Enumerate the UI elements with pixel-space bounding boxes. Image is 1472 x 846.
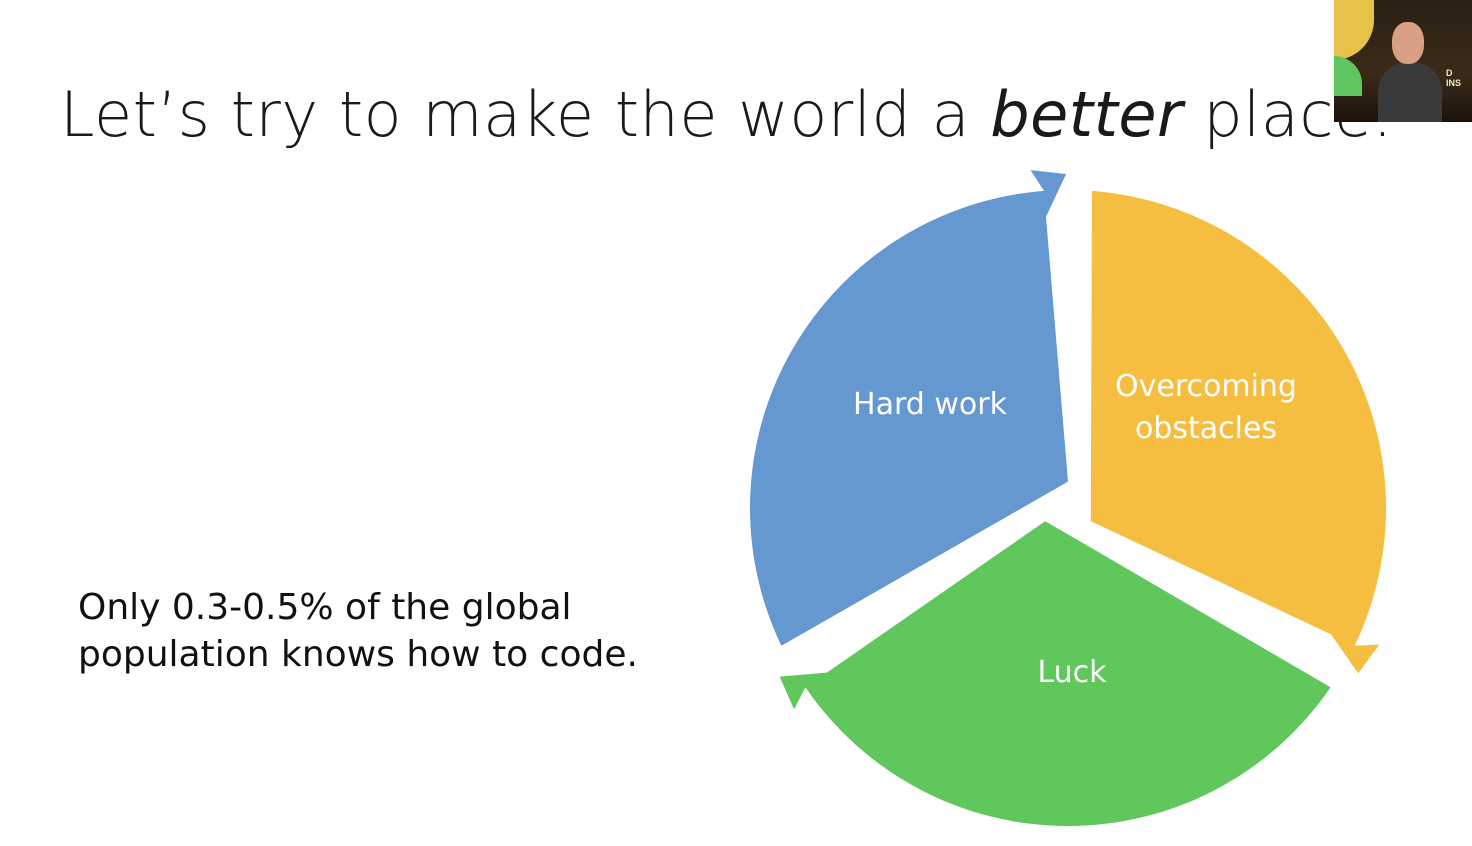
webcam-sign-text: D INS [1446,68,1462,88]
title-part-1: Let’s try to make the world a [60,78,991,151]
title-emphasis: better [990,78,1184,151]
cycle-segment-2 [1090,190,1386,674]
body-text-line-2: population knows how to code. [78,634,638,675]
cycle-segment-label-1: Hard work [853,387,1008,422]
cycle-labels: Hard work Overcoming obstacles Luck [853,369,1297,690]
body-text: Only 0.3-0.5% of the global population k… [78,584,698,678]
cycle-segment-label-3: Luck [1037,655,1107,690]
body-text-line-1: Only 0.3-0.5% of the global [78,587,572,628]
slide-title: Let’s try to make the world a better pla… [60,78,1393,151]
webcam-slide-yellow [1334,0,1374,60]
cycle-segment-3 [779,521,1331,826]
webcam-overlay: D INS [1334,0,1472,122]
cycle-segment-1 [750,170,1068,646]
speaker-body [1378,62,1442,122]
cycle-segment-label-2: Overcoming obstacles [1115,369,1297,446]
cycle-segments [750,170,1386,826]
speaker-head [1392,22,1424,64]
webcam-slide-green [1334,56,1362,96]
